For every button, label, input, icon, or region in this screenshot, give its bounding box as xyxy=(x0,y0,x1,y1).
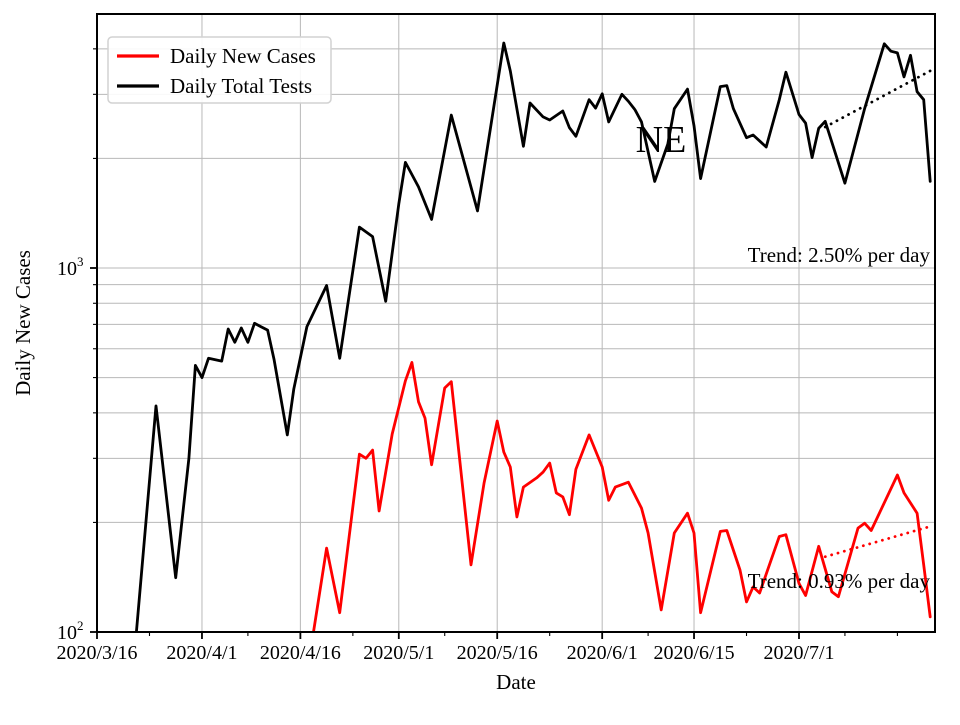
trend-label-cases: Trend: 0.93% per day xyxy=(748,569,931,593)
y-axis-label: Daily New Cases xyxy=(11,250,35,396)
trend-line-1 xyxy=(823,525,932,559)
tick-layer xyxy=(90,48,898,639)
legend-label: Daily Total Tests xyxy=(170,74,312,98)
x-axis-label: Date xyxy=(496,670,536,694)
state-label: NE xyxy=(636,119,687,161)
x-tick-label: 2020/6/15 xyxy=(653,642,734,664)
legend: Daily New Cases Daily Total Tests xyxy=(107,36,332,104)
x-tick-label: 2020/5/1 xyxy=(363,642,434,664)
plot-frame xyxy=(96,13,936,633)
x-tick-label: 2020/5/16 xyxy=(457,642,538,664)
x-tick-label: 2020/4/1 xyxy=(166,642,237,664)
series-line-daily-total-tests xyxy=(134,41,932,632)
x-tick-label: 2020/7/1 xyxy=(763,642,834,664)
legend-label: Daily New Cases xyxy=(170,44,316,68)
trend-line-0 xyxy=(823,69,932,129)
plot-area xyxy=(134,41,932,632)
series-line-daily-new-cases xyxy=(312,361,932,632)
x-tick-label: 2020/4/16 xyxy=(260,642,341,664)
legend-box xyxy=(107,36,332,104)
y-tick-label: 102 xyxy=(57,618,84,644)
trend-label-tests: Trend: 2.50% per day xyxy=(748,243,931,267)
x-tick-label: 2020/3/16 xyxy=(56,642,137,664)
x-tick-label: 2020/6/1 xyxy=(567,642,638,664)
y-tick-label: 103 xyxy=(57,254,84,280)
grid-layer xyxy=(96,14,935,632)
